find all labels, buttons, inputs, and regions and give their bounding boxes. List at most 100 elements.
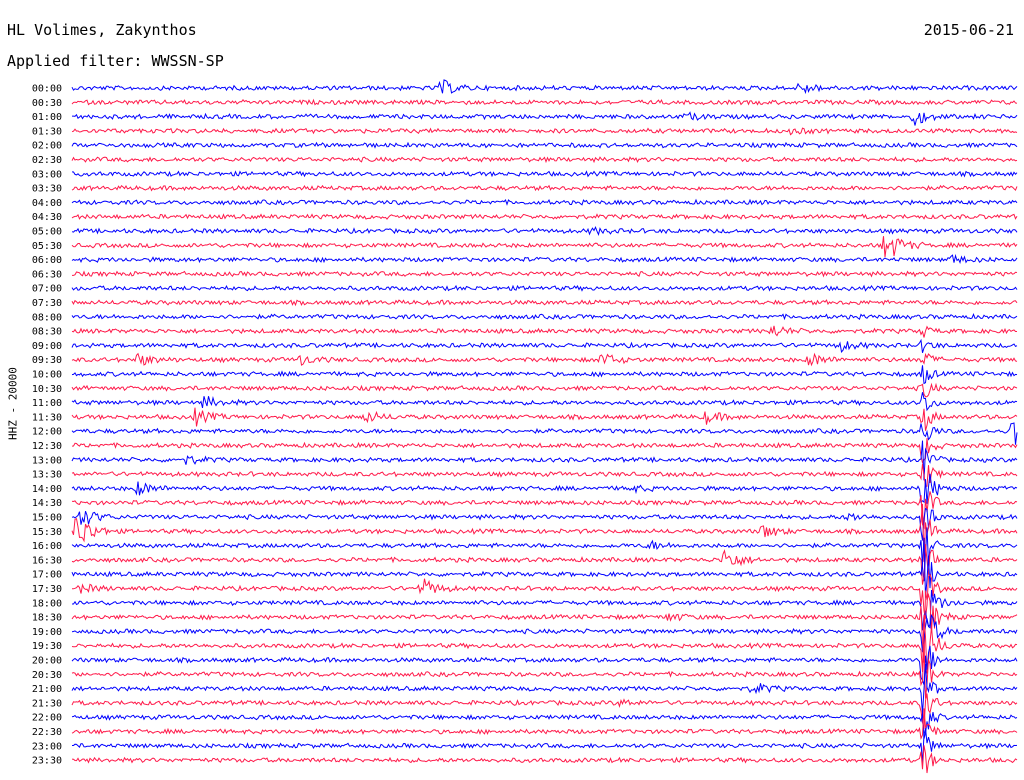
trace-1730: [71, 573, 1018, 619]
row-label-1900: 19:00: [32, 627, 62, 638]
trace-1500: [71, 507, 1018, 541]
row-label-2200: 22:00: [32, 713, 62, 724]
row-label-2130: 21:30: [32, 698, 62, 709]
row-label-1530: 15:30: [32, 527, 62, 538]
trace-0000: [71, 79, 1018, 95]
trace-2300: [72, 728, 1018, 765]
filter-label: Applied filter: WWSSN-SP: [7, 52, 224, 70]
trace-1400: [71, 473, 1018, 504]
trace-1630: [71, 544, 1018, 585]
trace-1230: [71, 438, 1018, 465]
trace-0200: [71, 141, 1018, 149]
trace-1930: [71, 615, 1018, 674]
row-label-0000: 00:00: [32, 84, 62, 95]
row-label-2230: 22:30: [32, 727, 62, 738]
row-label-1300: 13:00: [32, 455, 62, 466]
row-label-0800: 08:00: [32, 312, 62, 323]
trace-0630: [72, 270, 1018, 278]
row-label-1330: 13:30: [32, 470, 62, 481]
row-label-0700: 07:00: [32, 284, 62, 295]
trace-0330: [71, 184, 1018, 192]
trace-2230: [71, 708, 1018, 741]
trace-1600: [71, 527, 1018, 582]
row-label-1700: 17:00: [32, 570, 62, 581]
trace-1100: [71, 392, 1018, 412]
trace-0500: [71, 226, 1018, 237]
row-label-0930: 09:30: [32, 355, 62, 366]
trace-1000: [71, 365, 1018, 385]
row-label-1400: 14:00: [32, 484, 62, 495]
row-label-1930: 19:30: [32, 641, 62, 652]
row-label-1800: 18:00: [32, 598, 62, 609]
row-label-0300: 03:00: [32, 169, 62, 180]
row-label-0830: 08:30: [32, 327, 62, 338]
row-label-2030: 20:30: [32, 670, 62, 681]
trace-2030: [71, 644, 1018, 699]
date-label: 2015-06-21: [923, 21, 1014, 39]
row-label-1030: 10:30: [32, 384, 62, 395]
trace-1200: [71, 422, 1018, 445]
row-label-0900: 09:00: [32, 341, 62, 352]
trace-0130: [71, 127, 1018, 136]
trace-2000: [71, 645, 1018, 685]
trace-1030: [71, 382, 1018, 398]
trace-0300: [71, 170, 1018, 178]
trace-0030: [71, 98, 1018, 106]
trace-0730: [71, 299, 1018, 307]
trace-1130: [71, 407, 1018, 431]
trace-1830: [71, 590, 1018, 663]
row-label-0600: 06:00: [32, 255, 62, 266]
trace-2100: [71, 663, 1018, 715]
row-label-2000: 20:00: [32, 656, 62, 667]
row-label-0400: 04:00: [32, 198, 62, 209]
trace-0400: [71, 198, 1018, 206]
trace-1900: [71, 613, 1018, 653]
trace-0800: [71, 313, 1018, 321]
trace-1300: [71, 440, 1018, 481]
trace-2200: [71, 712, 1018, 739]
row-label-0330: 03:30: [32, 184, 62, 195]
row-label-0730: 07:30: [32, 298, 62, 309]
row-label-0500: 05:00: [32, 227, 62, 238]
row-label-2300: 23:00: [32, 741, 62, 752]
trace-1430: [71, 491, 1018, 530]
row-label-0530: 05:30: [32, 241, 62, 252]
trace-0230: [71, 156, 1018, 164]
row-label-2330: 23:30: [32, 756, 62, 767]
row-label-1730: 17:30: [32, 584, 62, 595]
trace-0700: [71, 284, 1018, 292]
row-label-1430: 14:30: [32, 498, 62, 509]
row-label-1000: 10:00: [32, 370, 62, 381]
row-label-1130: 11:30: [32, 412, 62, 423]
trace-0930: [71, 352, 1018, 367]
trace-0430: [71, 213, 1018, 221]
station-title: HL Volimes, Zakynthos: [7, 21, 197, 39]
row-label-1200: 12:00: [32, 427, 62, 438]
trace-1330: [71, 464, 1018, 487]
trace-0600: [71, 253, 1018, 264]
row-label-0430: 04:30: [32, 212, 62, 223]
trace-2330: [71, 745, 1018, 774]
row-label-2100: 21:00: [32, 684, 62, 695]
row-label-1830: 18:30: [32, 613, 62, 624]
trace-0830: [71, 325, 1017, 338]
row-label-1230: 12:30: [32, 441, 62, 452]
trace-0530: [71, 236, 1018, 258]
row-label-0030: 00:30: [32, 98, 62, 109]
row-label-0230: 02:30: [32, 155, 62, 166]
trace-1800: [72, 589, 1018, 631]
row-label-0100: 01:00: [32, 112, 62, 123]
row-label-1600: 16:00: [32, 541, 62, 552]
row-label-1100: 11:00: [32, 398, 62, 409]
row-label-1630: 16:30: [32, 555, 62, 566]
row-label-0630: 06:30: [32, 269, 62, 280]
row-label-1500: 15:00: [32, 513, 62, 524]
trace-0900: [71, 338, 1018, 354]
trace-1530: [71, 503, 1018, 562]
trace-2130: [71, 693, 1018, 730]
trace-0100: [72, 111, 1018, 126]
row-label-0200: 02:00: [32, 141, 62, 152]
trace-1700: [71, 537, 1018, 598]
